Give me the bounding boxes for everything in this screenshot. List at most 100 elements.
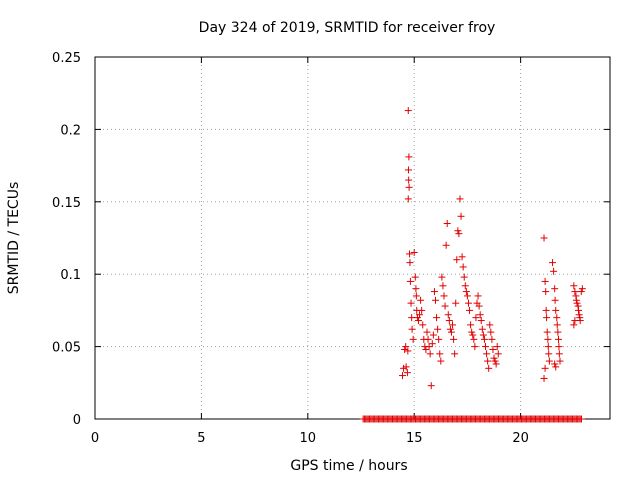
data-point xyxy=(461,282,469,290)
y-tick-label: 0.25 xyxy=(52,51,81,66)
data-point xyxy=(414,317,422,325)
x-tick-labels: 0 5 10 15 20 xyxy=(91,431,529,446)
data-point xyxy=(412,285,420,293)
data-point xyxy=(490,354,498,362)
data-point xyxy=(482,343,490,351)
data-point xyxy=(551,296,559,304)
data-point xyxy=(470,335,478,343)
y-tick-label: 0.1 xyxy=(60,268,81,283)
data-point xyxy=(433,314,441,322)
y-tick-label: 0 xyxy=(73,413,81,428)
data-point xyxy=(570,321,578,329)
x-tick-label: 20 xyxy=(512,431,529,446)
data-point xyxy=(552,306,560,314)
data-point xyxy=(409,335,417,343)
data-point xyxy=(476,311,484,319)
data-point xyxy=(455,230,463,238)
data-point xyxy=(486,321,494,329)
data-point xyxy=(430,288,438,296)
data-point xyxy=(575,306,583,314)
data-point xyxy=(553,314,561,322)
y-tick-labels: 0 0.05 0.1 0.15 0.2 0.25 xyxy=(52,51,81,428)
data-point xyxy=(408,325,416,333)
data-point xyxy=(453,256,461,264)
data-point xyxy=(442,241,450,249)
y-tick-label: 0.2 xyxy=(60,123,81,138)
data-point xyxy=(434,325,442,333)
data-point xyxy=(488,335,496,343)
data-point xyxy=(540,374,548,382)
data-point xyxy=(416,311,424,319)
data-point xyxy=(410,248,418,256)
data-point xyxy=(467,321,475,329)
data-point xyxy=(556,357,564,365)
data-point xyxy=(450,335,458,343)
data-point xyxy=(474,292,482,300)
data-point xyxy=(551,360,559,368)
data-point xyxy=(451,350,459,358)
data-point xyxy=(429,331,437,339)
data-point xyxy=(541,277,549,285)
data-point xyxy=(425,343,433,351)
data-point xyxy=(431,296,439,304)
data-point xyxy=(422,345,430,353)
data-point xyxy=(485,364,493,372)
data-point xyxy=(555,350,563,358)
data-point xyxy=(435,335,443,343)
data-point xyxy=(477,317,485,325)
data-point xyxy=(449,321,457,329)
x-tick-label: 15 xyxy=(406,431,423,446)
data-point xyxy=(475,302,483,310)
data-point xyxy=(555,343,563,351)
data-point xyxy=(484,357,492,365)
data-point xyxy=(544,343,552,351)
data-point xyxy=(402,363,410,371)
data-point xyxy=(463,292,471,300)
data-point xyxy=(439,282,447,290)
data-point xyxy=(426,350,434,358)
data-point xyxy=(462,288,470,296)
data-point xyxy=(493,343,501,351)
data-point xyxy=(468,328,476,336)
data-point xyxy=(570,282,578,290)
data-point xyxy=(411,273,419,281)
data-point xyxy=(418,306,426,314)
x-tick-label: 5 xyxy=(197,431,205,446)
data-point xyxy=(577,415,585,423)
data-point xyxy=(444,311,452,319)
data-point xyxy=(572,296,580,304)
data-point xyxy=(405,153,413,161)
data-point xyxy=(540,234,548,242)
data-point xyxy=(399,372,407,380)
data-point xyxy=(412,292,420,300)
data-point xyxy=(469,331,477,339)
data-point xyxy=(555,335,562,343)
data-point xyxy=(544,335,552,343)
data-point xyxy=(545,357,553,365)
data-point xyxy=(436,350,444,358)
data-point xyxy=(417,296,425,304)
data-point xyxy=(491,357,499,365)
data-point xyxy=(542,306,550,314)
data-point xyxy=(404,347,412,355)
data-point xyxy=(458,253,466,261)
data-point xyxy=(554,328,562,336)
data-point xyxy=(571,288,579,296)
data-point xyxy=(456,195,464,203)
data-point xyxy=(437,357,445,365)
y-tick-label: 0.15 xyxy=(52,196,81,211)
data-point xyxy=(427,382,435,390)
data-point xyxy=(466,306,474,314)
data-point xyxy=(457,212,465,220)
data-point xyxy=(543,314,551,322)
data-point xyxy=(406,277,414,285)
data-point xyxy=(550,267,558,275)
data-point xyxy=(441,302,449,310)
data-point xyxy=(571,317,579,325)
data-point xyxy=(551,285,559,293)
axis-ticks xyxy=(94,56,610,420)
y-axis-title: SRMTID / TECUs xyxy=(6,182,22,295)
data-point xyxy=(494,350,502,358)
x-tick-label: 10 xyxy=(300,431,317,446)
